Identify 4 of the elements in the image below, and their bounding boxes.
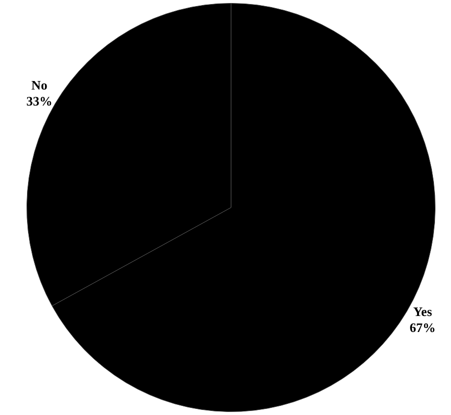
data-label: 33%: [26, 94, 52, 109]
data-label: 67%: [410, 320, 436, 336]
slice-label: Yes: [413, 304, 432, 320]
slice-label: No: [31, 78, 48, 93]
